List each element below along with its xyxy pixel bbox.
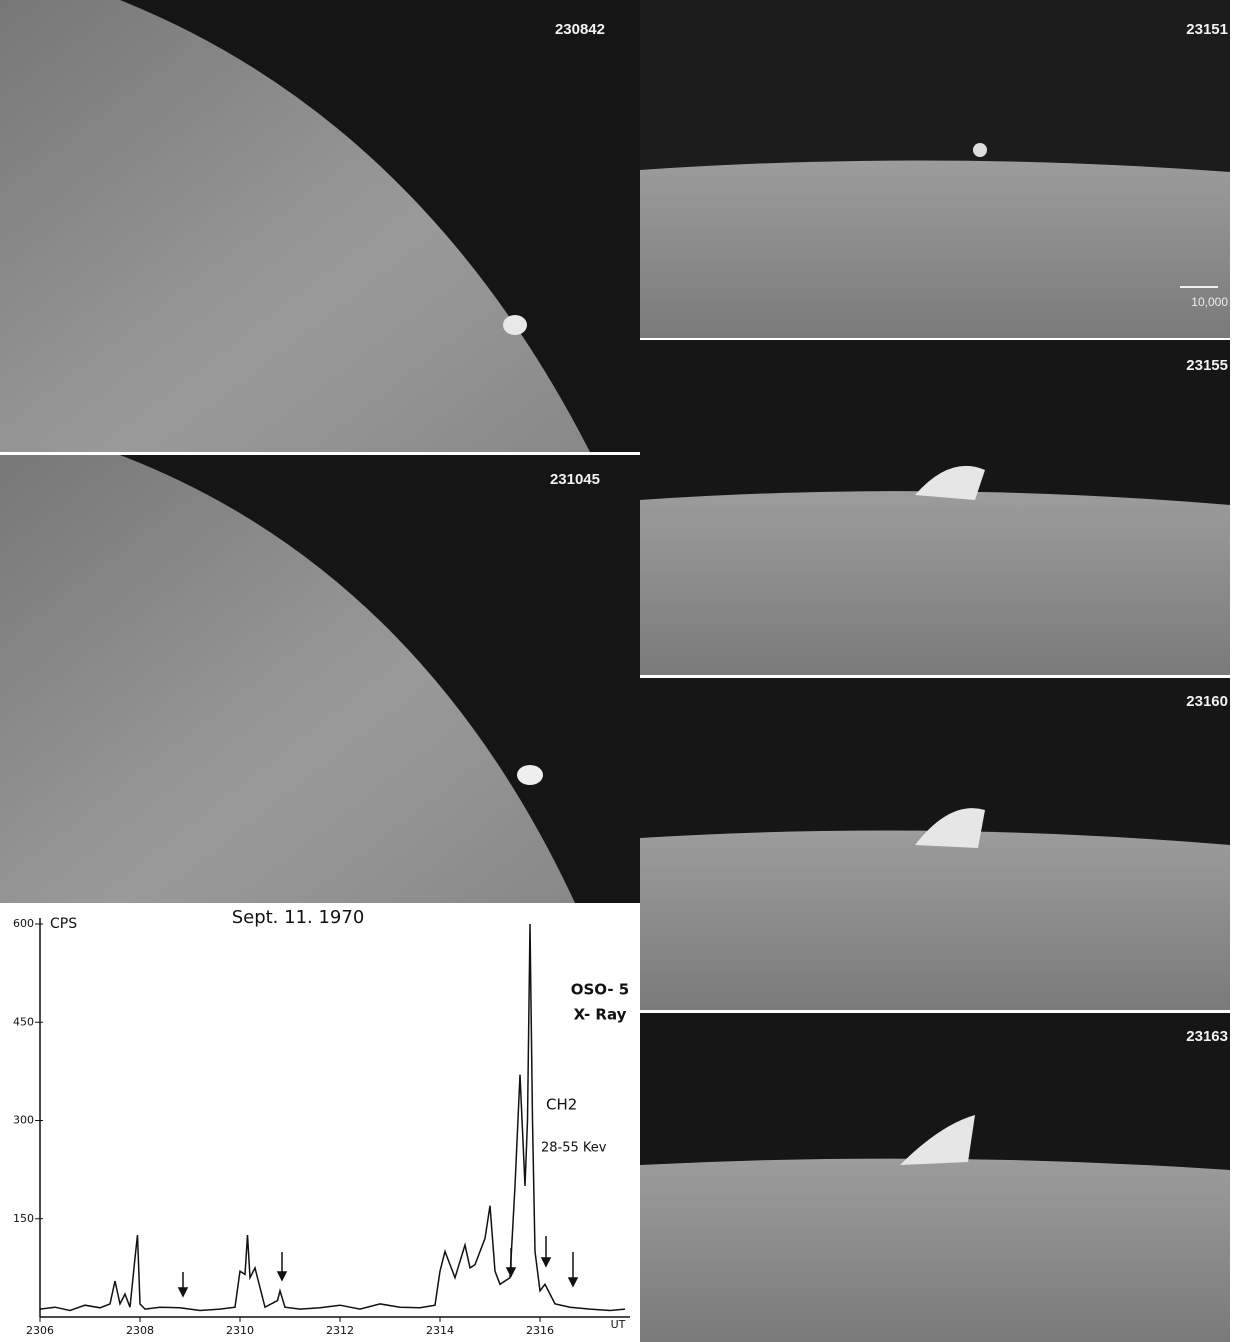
limb bbox=[640, 160, 1230, 338]
x-tick-label: 2312 bbox=[326, 1324, 354, 1337]
x-tick-label: 2314 bbox=[426, 1324, 454, 1337]
y-tick-label: 300 bbox=[13, 1114, 34, 1127]
data-line bbox=[40, 924, 625, 1311]
timestamp: 23155 bbox=[1186, 357, 1228, 374]
annotation: X- Ray bbox=[574, 1006, 627, 1024]
figure: 230842 231045 23151 23155 23160 23163 10… bbox=[0, 0, 1240, 1342]
y-axis-label: CPS bbox=[50, 916, 77, 932]
arrows bbox=[179, 1236, 577, 1296]
x-tick-label: 2306 bbox=[26, 1324, 54, 1337]
x-tick-label: 2316 bbox=[526, 1324, 554, 1337]
chart-title: Sept. 11. 1970 bbox=[232, 907, 365, 928]
timestamp: 23160 bbox=[1186, 693, 1228, 710]
y-tick-label: 600 bbox=[13, 917, 34, 930]
x-tick-label: 2308 bbox=[126, 1324, 154, 1337]
scale-label: 10,000 bbox=[1191, 295, 1228, 309]
timestamp: 231045 bbox=[550, 471, 600, 488]
flare bbox=[503, 315, 527, 335]
flare bbox=[973, 143, 987, 157]
y-tick-label: 450 bbox=[13, 1015, 34, 1028]
timestamp: 230842 bbox=[555, 21, 605, 38]
x-axis-label: UT bbox=[611, 1318, 626, 1331]
x-tick-label: 2310 bbox=[226, 1324, 254, 1337]
timestamp: 23163 bbox=[1186, 1028, 1228, 1045]
annotation: CH2 bbox=[546, 1096, 577, 1114]
limb bbox=[640, 1159, 1230, 1342]
limb bbox=[640, 491, 1230, 675]
annotation: OSO- 5 bbox=[571, 981, 629, 999]
y-tick-label: 150 bbox=[13, 1212, 34, 1225]
flare bbox=[517, 765, 543, 785]
timestamp: 23151 bbox=[1186, 21, 1228, 38]
limb bbox=[640, 830, 1230, 1010]
annotation: 28-55 Kev bbox=[541, 1141, 607, 1156]
